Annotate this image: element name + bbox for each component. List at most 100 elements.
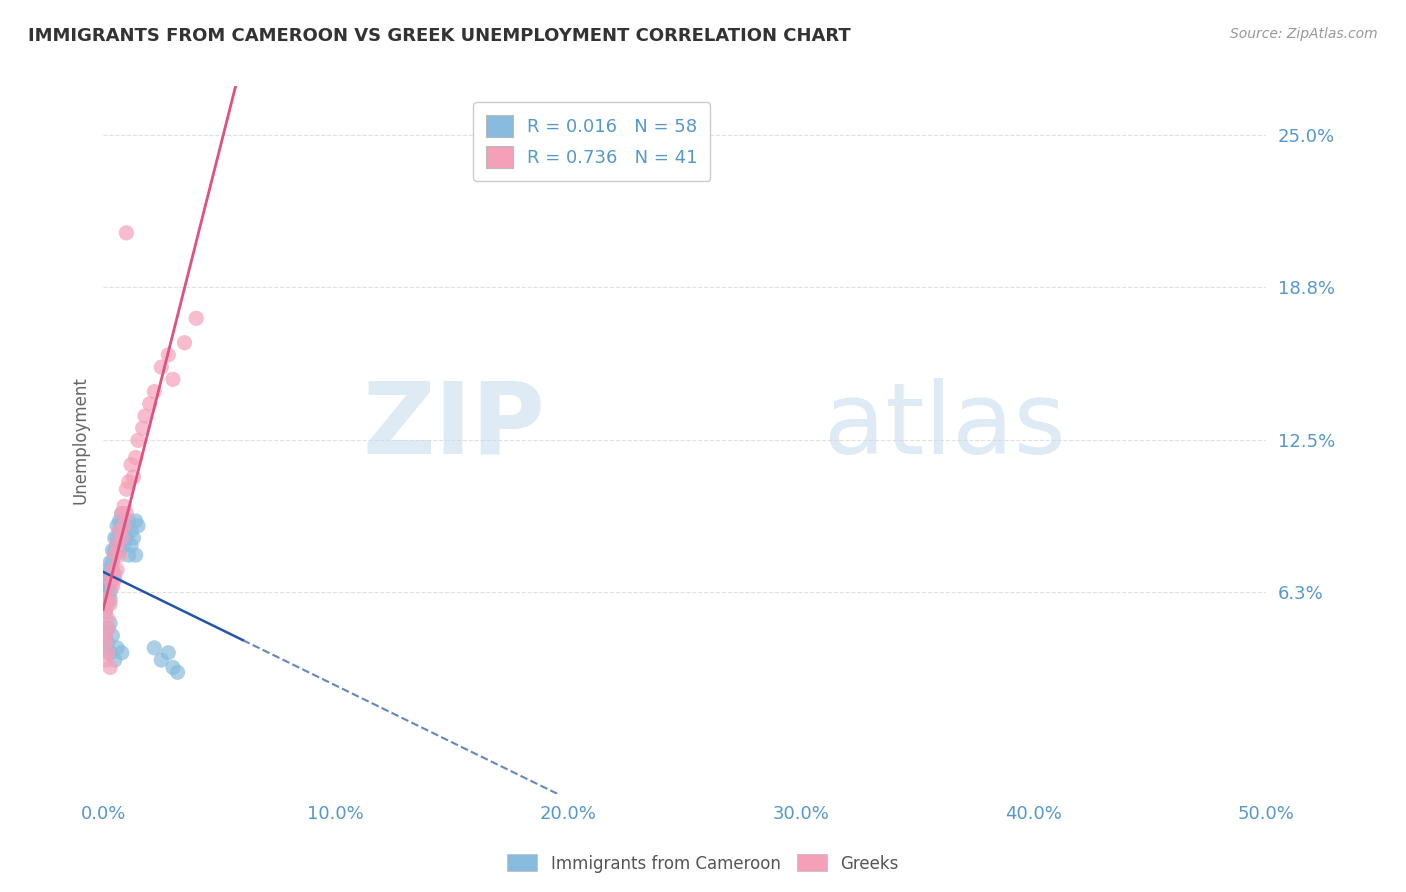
Point xyxy=(105,563,128,577)
Point xyxy=(111,531,134,545)
Point xyxy=(115,507,138,521)
Point xyxy=(134,409,156,423)
Point xyxy=(112,538,135,552)
Point xyxy=(97,621,120,635)
Point xyxy=(120,458,142,472)
Point xyxy=(105,538,128,552)
Point xyxy=(112,524,135,538)
Legend: R = 0.016   N = 58, R = 0.736   N = 41: R = 0.016 N = 58, R = 0.736 N = 41 xyxy=(472,103,710,181)
Point xyxy=(120,538,142,552)
Point xyxy=(115,531,138,545)
Point xyxy=(98,660,121,674)
Point xyxy=(115,226,138,240)
Point xyxy=(94,640,117,655)
Point xyxy=(125,514,148,528)
Point xyxy=(104,567,127,582)
Point xyxy=(108,524,131,538)
Point xyxy=(101,629,124,643)
Point xyxy=(127,434,149,448)
Point xyxy=(97,563,120,577)
Point xyxy=(115,482,138,496)
Point xyxy=(186,311,208,326)
Point xyxy=(101,563,124,577)
Point xyxy=(105,531,128,545)
Point xyxy=(98,556,121,570)
Point xyxy=(150,360,173,375)
Point xyxy=(157,348,180,362)
Text: atlas: atlas xyxy=(824,377,1066,475)
Point xyxy=(108,514,131,528)
Point xyxy=(111,507,134,521)
Point xyxy=(112,518,135,533)
Point xyxy=(101,580,124,594)
Point xyxy=(127,518,149,533)
Point xyxy=(111,507,134,521)
Point xyxy=(98,584,121,599)
Point xyxy=(94,653,117,667)
Point xyxy=(150,653,173,667)
Point xyxy=(125,450,148,465)
Point xyxy=(101,573,124,587)
Point xyxy=(105,538,128,552)
Point xyxy=(104,653,127,667)
Point xyxy=(118,514,141,528)
Point xyxy=(105,518,128,533)
Point xyxy=(94,604,117,618)
Point xyxy=(97,592,120,607)
Text: Source: ZipAtlas.com: Source: ZipAtlas.com xyxy=(1230,27,1378,41)
Point xyxy=(108,548,131,562)
Point xyxy=(94,636,117,650)
Point xyxy=(108,543,131,558)
Point xyxy=(143,384,166,399)
Point xyxy=(115,518,138,533)
Point xyxy=(122,470,145,484)
Point xyxy=(131,421,153,435)
Point xyxy=(98,646,121,660)
Point xyxy=(94,604,117,618)
Point xyxy=(166,665,188,680)
Point xyxy=(118,548,141,562)
Point xyxy=(97,636,120,650)
Legend: Immigrants from Cameroon, Greeks: Immigrants from Cameroon, Greeks xyxy=(501,847,905,880)
Point xyxy=(97,580,120,594)
Point xyxy=(94,597,117,611)
Point xyxy=(101,556,124,570)
Point xyxy=(122,531,145,545)
Point xyxy=(97,621,120,635)
Point xyxy=(97,567,120,582)
Point xyxy=(101,563,124,577)
Text: IMMIGRANTS FROM CAMEROON VS GREEK UNEMPLOYMENT CORRELATION CHART: IMMIGRANTS FROM CAMEROON VS GREEK UNEMPL… xyxy=(28,27,851,45)
Point xyxy=(143,640,166,655)
Point xyxy=(120,524,142,538)
Point xyxy=(97,611,120,625)
Point xyxy=(105,640,128,655)
Point xyxy=(118,475,141,489)
Point xyxy=(111,646,134,660)
Point xyxy=(97,597,120,611)
Point xyxy=(94,573,117,587)
Point xyxy=(104,531,127,545)
Point xyxy=(112,500,135,514)
Point xyxy=(111,531,134,545)
Point xyxy=(104,548,127,562)
Point xyxy=(98,573,121,587)
Point xyxy=(94,629,117,643)
Point xyxy=(111,518,134,533)
Point xyxy=(98,580,121,594)
Y-axis label: Unemployment: Unemployment xyxy=(72,376,89,504)
Point xyxy=(94,629,117,643)
Point xyxy=(162,372,184,386)
Point xyxy=(138,397,160,411)
Point xyxy=(104,573,127,587)
Point xyxy=(173,335,195,350)
Point xyxy=(98,592,121,607)
Point xyxy=(94,597,117,611)
Point xyxy=(108,524,131,538)
Point xyxy=(98,573,121,587)
Point xyxy=(97,592,120,607)
Point xyxy=(98,597,121,611)
Point xyxy=(125,548,148,562)
Point xyxy=(94,584,117,599)
Point xyxy=(162,660,184,674)
Point xyxy=(97,646,120,660)
